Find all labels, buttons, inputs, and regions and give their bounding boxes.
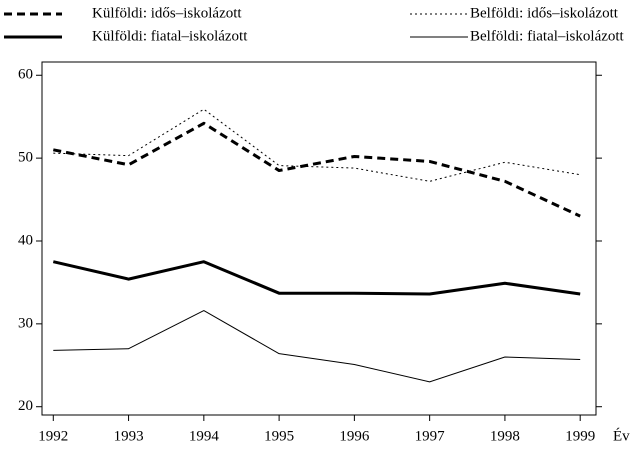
x-tick-label: 1993	[114, 428, 144, 444]
line-series	[52, 121, 581, 218]
y-tick-label: 40	[18, 232, 33, 248]
legend-label: Belföldi: fiatal–iskolázott	[470, 28, 625, 44]
plot-frame	[41, 61, 597, 416]
legend-label: Külföldi: fiatal–iskolázott	[92, 28, 248, 44]
line-series	[53, 108, 581, 182]
x-axis-label: Év	[613, 427, 630, 444]
legend-label: Belföldi: idős–iskolázott	[470, 5, 619, 21]
line-series	[52, 260, 581, 296]
y-tick-label: 30	[18, 315, 33, 331]
x-tick-label: 1997	[415, 428, 446, 444]
legend-label: Külföldi: idős–iskolázott	[92, 5, 242, 21]
x-tick-label: 1999	[565, 428, 595, 444]
line-series	[53, 310, 581, 383]
y-tick-label: 60	[18, 67, 33, 83]
x-tick-label: 1992	[38, 428, 68, 444]
y-tick-label: 20	[18, 398, 33, 414]
x-tick-label: 1998	[490, 428, 520, 444]
x-tick-label: 1996	[339, 428, 370, 444]
x-tick-label: 1994	[189, 428, 220, 444]
x-tick-label: 1995	[264, 428, 294, 444]
y-tick-label: 50	[18, 150, 33, 166]
